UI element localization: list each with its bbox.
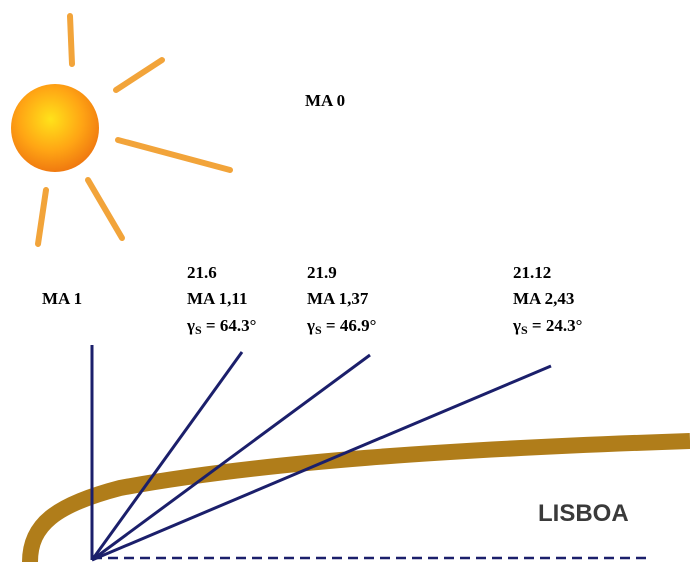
date-label: 21.12 <box>513 263 551 282</box>
angle-symbol: γ <box>306 316 315 335</box>
angle-label: γS = 24.3° <box>512 316 582 337</box>
angle-subscript: S <box>521 323 528 337</box>
air-mass-label: MA 2,43 <box>513 289 574 308</box>
sun <box>11 13 233 247</box>
angle-subscript: S <box>315 323 322 337</box>
angle-label: γS = 46.9° <box>306 316 376 337</box>
date-label: 21.6 <box>187 263 217 282</box>
date-label: 21.9 <box>307 263 337 282</box>
place-label: LISBOA <box>538 500 629 527</box>
angle-subscript: S <box>195 323 202 337</box>
sun-rays <box>90 345 552 562</box>
horizon-curve <box>22 433 690 562</box>
angle-text: = 46.9° <box>322 316 377 335</box>
angle-text: = 64.3° <box>202 316 257 335</box>
angle-symbol: γ <box>186 316 195 335</box>
vertical-label: MA 1 <box>42 289 82 308</box>
angle-symbol: γ <box>512 316 521 335</box>
air-mass-label: MA 1,37 <box>307 289 369 308</box>
angle-text: = 24.3° <box>528 316 583 335</box>
air-mass-label: MA 1,11 <box>187 289 247 308</box>
angle-label: γS = 64.3° <box>186 316 256 337</box>
sun-label: MA 0 <box>305 91 345 110</box>
